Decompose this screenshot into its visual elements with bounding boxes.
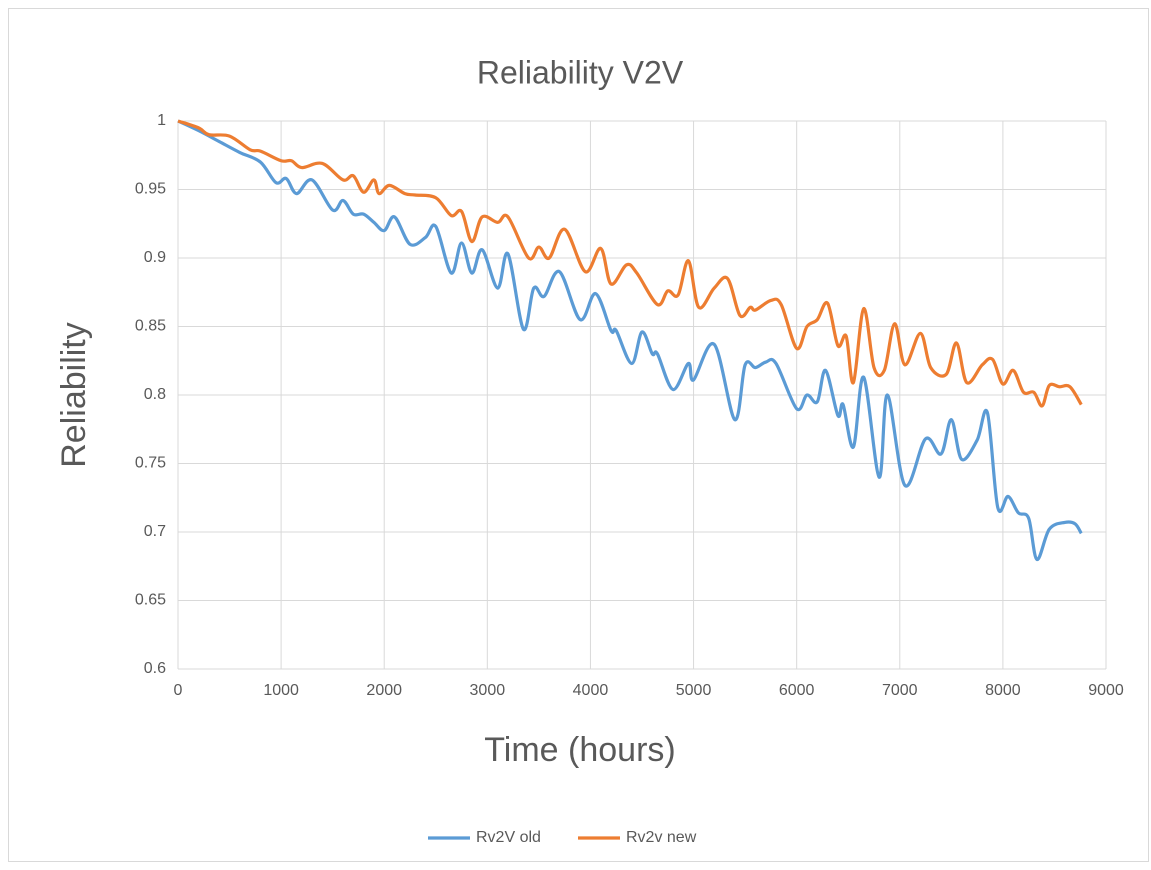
y-tick-label: 0.7 [144,523,166,540]
line-series [177,119,1083,562]
x-tick-label: 0 [174,682,183,699]
y-tick-label: 0.85 [135,318,166,335]
y-tick-label: 0.65 [135,592,166,609]
legend-label: Rv2v new [626,829,697,846]
legend-label: Rv2V old [476,829,541,846]
x-axis-label: Time (hours) [484,731,675,769]
x-tick-label: 8000 [985,682,1021,699]
line-series [177,119,1083,408]
y-tick-label: 0.9 [144,249,166,266]
y-tick-label: 1 [157,112,166,129]
y-tick-label: 0.6 [144,660,166,677]
y-tick-label: 0.8 [144,386,166,403]
y-axis-label: Reliability [55,322,93,468]
x-tick-label: 4000 [573,682,609,699]
x-tick-label: 5000 [676,682,712,699]
x-tick-label: 7000 [882,682,918,699]
y-tick-label: 0.75 [135,455,166,472]
x-tick-label: 2000 [366,682,402,699]
chart-title: Reliability V2V [477,54,684,90]
x-tick-label: 1000 [263,682,299,699]
x-tick-label: 6000 [779,682,815,699]
x-tick-label: 3000 [470,682,506,699]
x-tick-label: 9000 [1088,682,1124,699]
chart-border [8,8,1149,862]
y-tick-label: 0.95 [135,181,166,198]
